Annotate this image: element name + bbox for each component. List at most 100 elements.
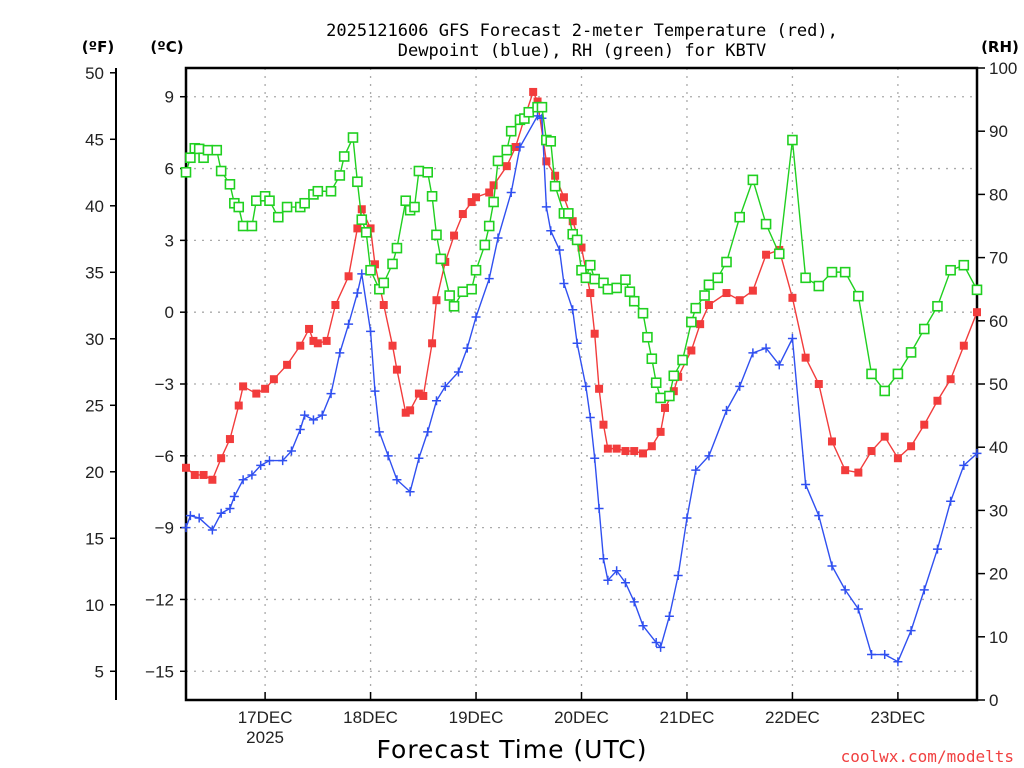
temperature-point: [893, 454, 902, 463]
rh-point: [892, 368, 904, 380]
rh-point: [448, 300, 460, 312]
temperature-point: [450, 231, 459, 240]
rh-point: [466, 283, 477, 295]
dewpoint-point: [664, 611, 674, 621]
dewpoint-point: [722, 405, 732, 415]
dewpoint-point: [374, 427, 384, 437]
credit-link[interactable]: coolwx.com/modelts: [841, 747, 1014, 766]
rh-point: [325, 185, 337, 197]
rh-point: [637, 307, 649, 319]
temperature-point: [762, 250, 771, 259]
temperature-point: [722, 289, 731, 298]
rh-tick-label: 40: [989, 438, 1008, 457]
rh-point: [492, 155, 504, 167]
temperature-point: [199, 470, 208, 479]
rh-tick-label: 30: [989, 501, 1008, 520]
rh-point: [699, 290, 710, 301]
x-tick-label: 18DEC: [343, 708, 398, 727]
rh-point: [272, 211, 284, 223]
rh-point: [400, 195, 412, 207]
rh-point: [839, 266, 851, 278]
dewpoint-point: [225, 503, 235, 513]
temperature-point: [841, 466, 850, 475]
temperature-point: [406, 406, 415, 415]
dewpoint-point: [651, 638, 661, 648]
dewpoint-point: [827, 561, 837, 571]
dewpoint-point: [506, 187, 516, 197]
rh-point: [646, 353, 658, 365]
celsius-axis-label: (ºC): [150, 38, 183, 56]
rh-point: [246, 220, 258, 232]
rh-point: [853, 290, 864, 302]
rh-point: [281, 201, 293, 213]
fahrenheit-tick-label: 15: [85, 529, 104, 548]
rh-point: [664, 390, 675, 402]
rh-point: [299, 197, 310, 209]
temperature-point: [946, 375, 955, 384]
dewpoint-point: [906, 626, 916, 636]
x-tick-label: 17DEC: [238, 708, 293, 727]
dewpoint-point: [247, 470, 257, 480]
rh-point: [866, 368, 877, 380]
dewpoint-point: [598, 554, 608, 564]
temperature-point: [225, 435, 234, 444]
temperature-point: [305, 324, 314, 333]
rh-point: [483, 220, 495, 232]
dewpoint-point: [317, 410, 327, 420]
rh-point: [334, 170, 346, 181]
rh-point: [773, 248, 785, 260]
rh-point: [787, 134, 798, 146]
rh-point: [620, 274, 631, 286]
dewpoint-point: [423, 427, 433, 437]
temperature-point: [296, 341, 305, 350]
rh-point: [409, 201, 420, 213]
rh-point: [422, 166, 433, 178]
rh-point: [444, 290, 455, 301]
x-tick-sublabel: 2025: [246, 728, 284, 747]
temperature-point: [621, 447, 630, 456]
rh-point: [523, 106, 535, 118]
rh-point: [387, 258, 398, 270]
rh-tick-label: 100: [989, 59, 1017, 78]
dewpoint-point: [462, 343, 472, 353]
rh-point: [703, 279, 715, 291]
dewpoint-point: [229, 492, 239, 502]
temperature-point: [252, 389, 261, 398]
temperature-point: [907, 442, 916, 451]
temperature-point: [933, 396, 942, 405]
temperature-point: [630, 447, 639, 456]
rh-point: [470, 264, 482, 276]
rh-tick-label: 10: [989, 628, 1008, 647]
rh-point: [747, 174, 759, 186]
dewpoint-point: [814, 511, 824, 521]
temperature-point: [502, 162, 511, 171]
dewpoint-point: [286, 446, 296, 456]
dewpoint-point: [453, 367, 463, 377]
temperature-point: [656, 427, 665, 436]
rh-tick-label: 90: [989, 122, 1008, 141]
chart-title-line-1: 2025121606 GFS Forecast 2-meter Temperat…: [326, 21, 838, 41]
dewpoint-point: [585, 413, 595, 423]
rh-point: [365, 264, 376, 276]
dewpoint-point: [405, 487, 415, 497]
dewpoint-point: [357, 269, 367, 279]
temperature-point: [599, 420, 608, 429]
temperature-point: [357, 205, 366, 214]
dewpoint-point: [629, 597, 639, 607]
rh-point: [536, 101, 548, 113]
temperature-point: [392, 365, 401, 374]
rh-point: [655, 392, 666, 404]
rh-point: [686, 316, 697, 328]
rh-point: [488, 196, 499, 208]
x-tick-label: 22DEC: [765, 708, 820, 727]
temperature-point: [467, 198, 476, 207]
dewpoint-point: [590, 453, 600, 463]
temperature-point: [529, 87, 538, 96]
fahrenheit-tick-label: 20: [85, 463, 104, 482]
rh-tick-label: 80: [989, 185, 1008, 204]
rh-point: [457, 286, 469, 298]
dewpoint-point: [493, 233, 503, 243]
temperature-point: [353, 224, 362, 233]
temperature-point: [647, 442, 656, 451]
